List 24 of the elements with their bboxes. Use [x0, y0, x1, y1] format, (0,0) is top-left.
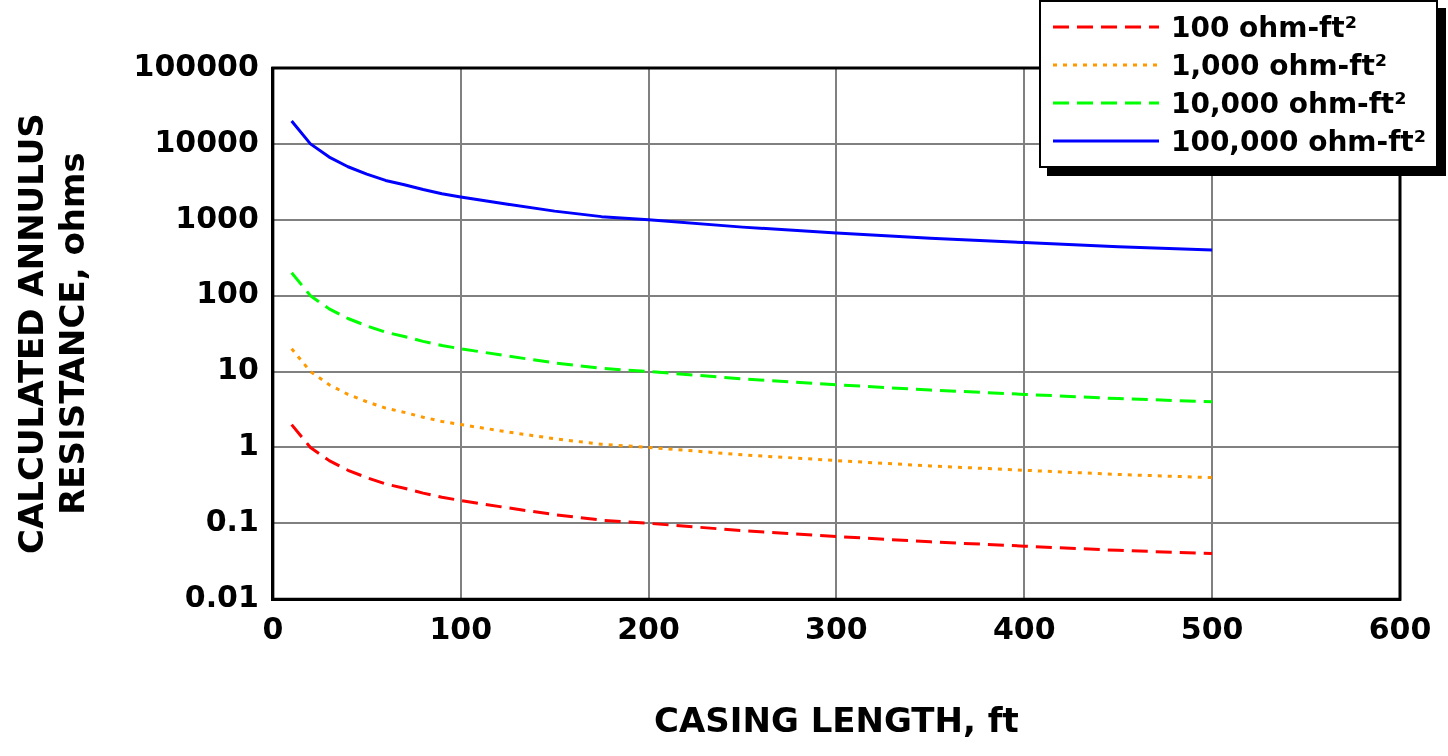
y-tick-label: 100 [196, 275, 259, 311]
x-tick-label: 400 [992, 611, 1056, 646]
x-tick-label: 0 [262, 611, 284, 646]
y-tick-label: 1000 [175, 199, 259, 235]
y-tick-label: 0.01 [184, 579, 259, 614]
x-tick-label: 500 [1180, 611, 1244, 646]
legend-label: 10,000 ohm-ft² [1170, 86, 1407, 120]
line-series [290, 347, 1214, 480]
legend-label: 1,000 ohm-ft² [1170, 48, 1388, 82]
x-tick-label: 600 [1368, 611, 1432, 646]
legend-label: 100 ohm-ft² [1170, 10, 1357, 44]
legend-label: 100,000 ohm-ft² [1170, 124, 1426, 158]
x-axis-title: CASING LENGTH, ft [654, 700, 1019, 741]
x-tick-label: 200 [617, 611, 680, 646]
y-axis-title: CALCULATED ANNULUS RESISTANCE, ohms [11, 113, 93, 554]
line-series [290, 423, 1214, 556]
y-tick-label: 0.1 [205, 503, 259, 539]
x-tick-label: 300 [805, 611, 868, 646]
y-tick-label: 10 [217, 351, 259, 387]
line-series [290, 271, 1214, 404]
y-tick-label: 10000 [154, 123, 259, 159]
y-tick-label: 1 [237, 427, 259, 463]
x-tick-label: 100 [429, 611, 493, 646]
y-tick-label: 100000 [133, 47, 259, 83]
